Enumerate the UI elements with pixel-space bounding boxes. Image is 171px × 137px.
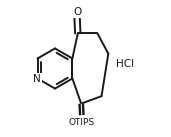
Text: OTIPS: OTIPS bbox=[69, 118, 95, 127]
Text: O: O bbox=[73, 7, 81, 17]
Text: HCl: HCl bbox=[116, 59, 134, 69]
Text: N: N bbox=[33, 74, 41, 84]
